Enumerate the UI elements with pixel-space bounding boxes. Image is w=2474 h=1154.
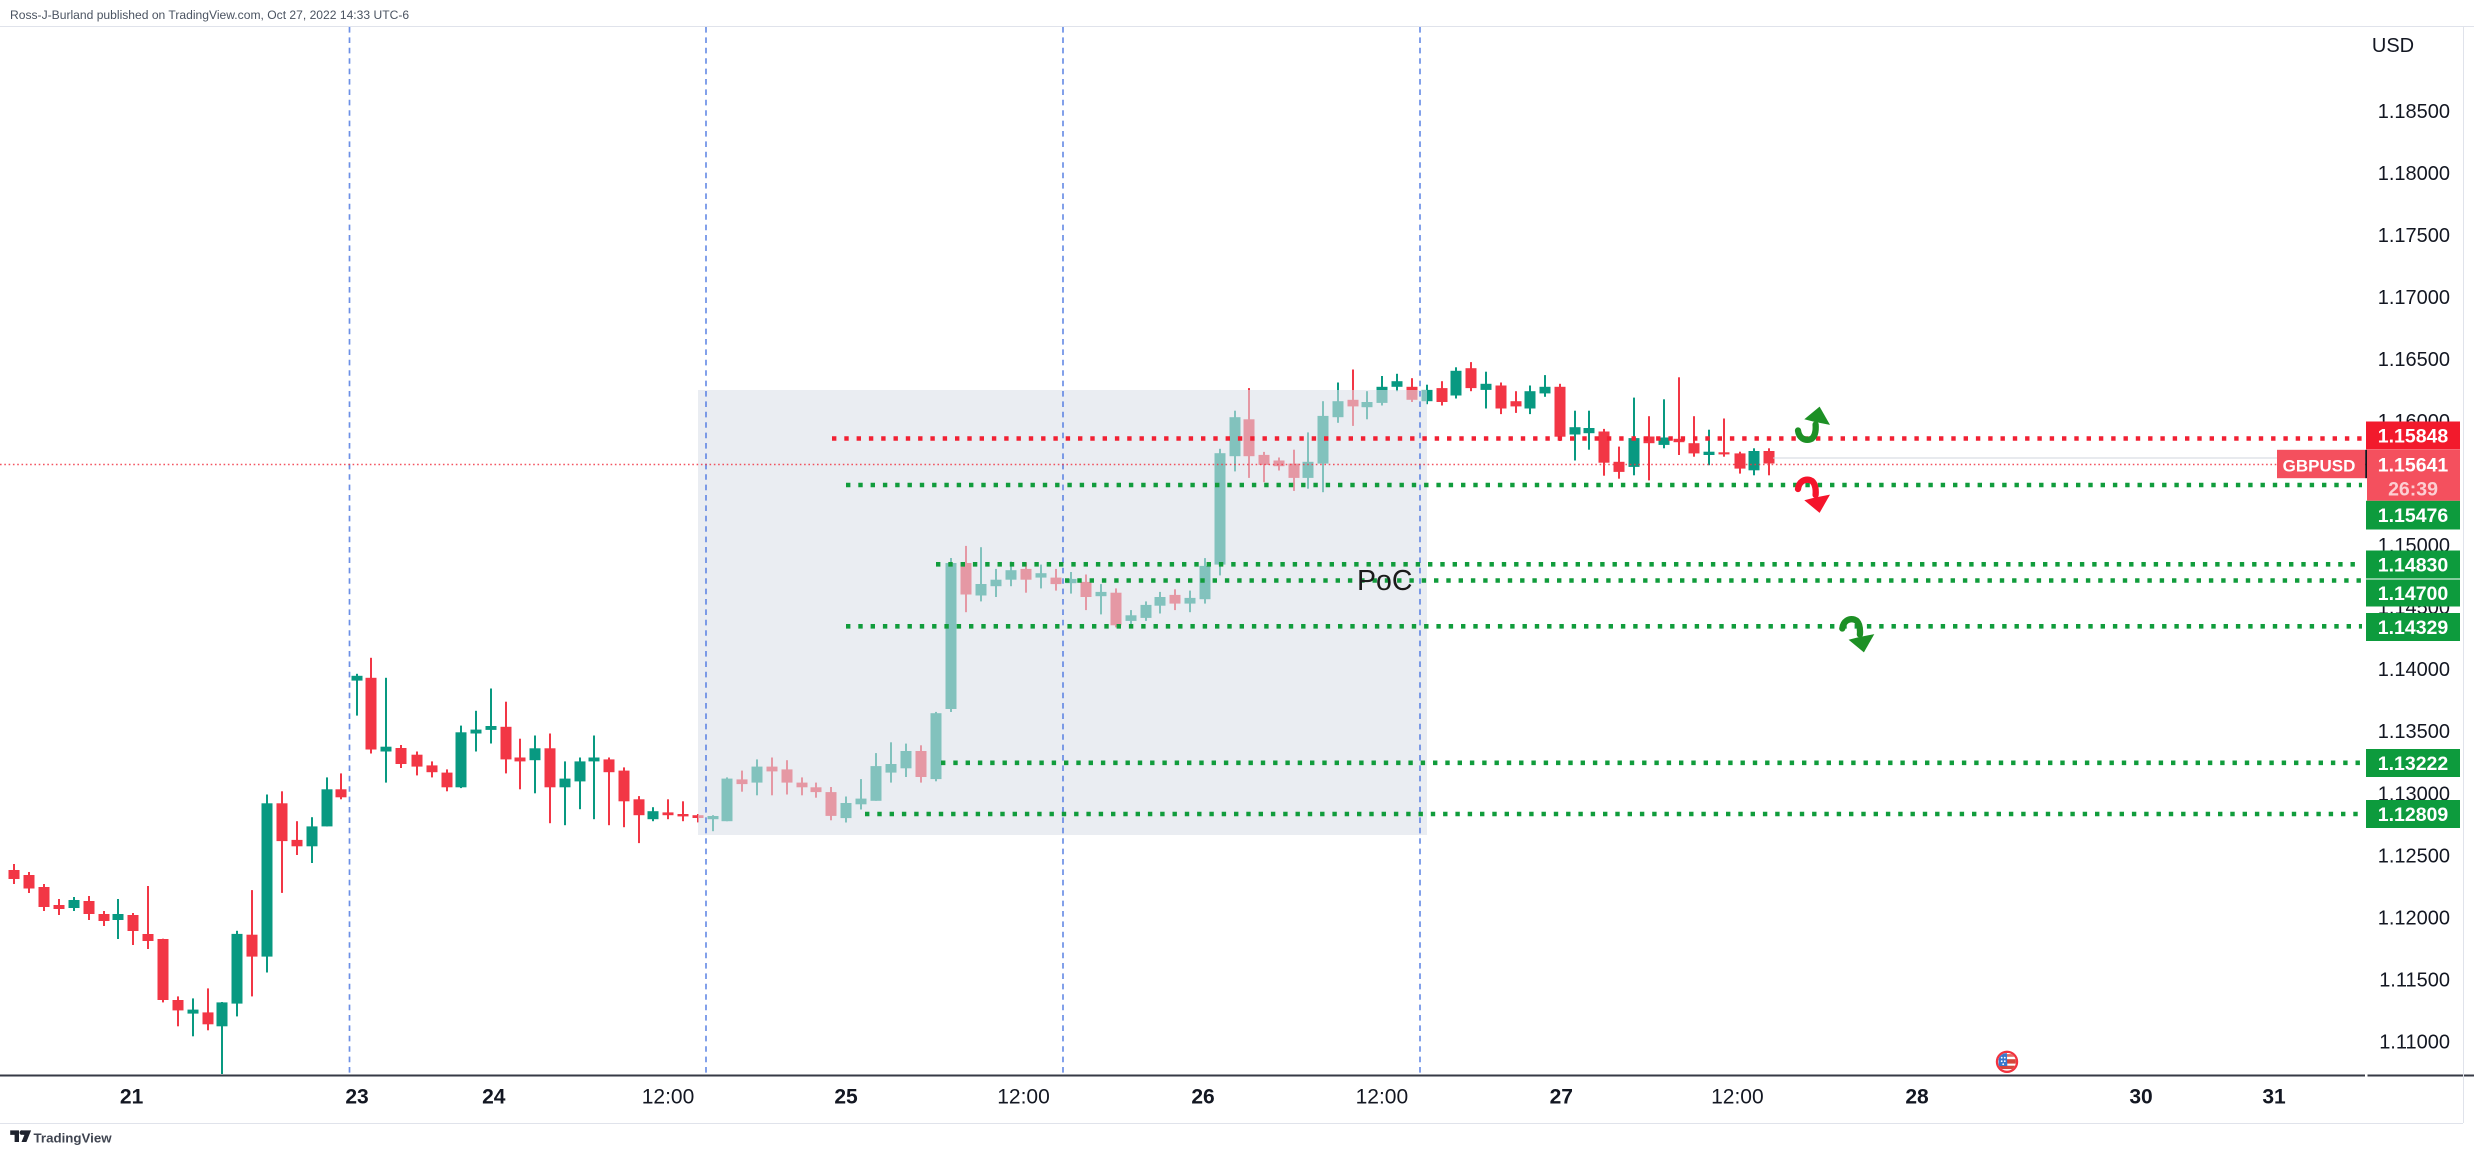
svg-text:USD: USD xyxy=(2372,35,2414,57)
svg-text:31: 31 xyxy=(2262,1086,2286,1109)
svg-text:26:39: 26:39 xyxy=(2388,479,2438,501)
svg-text:30: 30 xyxy=(2129,1086,2152,1109)
svg-text:1.16500: 1.16500 xyxy=(2378,349,2450,371)
svg-text:1.13000: 1.13000 xyxy=(2378,783,2450,805)
svg-text:1.13222: 1.13222 xyxy=(2378,753,2449,775)
svg-text:12:00: 12:00 xyxy=(642,1086,695,1109)
svg-text:1.12809: 1.12809 xyxy=(2378,804,2449,826)
svg-text:26: 26 xyxy=(1191,1086,1214,1109)
svg-text:1.11000: 1.11000 xyxy=(2379,1032,2450,1054)
svg-text:1.12000: 1.12000 xyxy=(2378,907,2450,929)
svg-text:1.18000: 1.18000 xyxy=(2378,163,2450,185)
svg-text:1.18500: 1.18500 xyxy=(2378,101,2450,123)
svg-text:1.14700: 1.14700 xyxy=(2378,583,2449,605)
svg-text:1.17000: 1.17000 xyxy=(2378,287,2450,309)
svg-text:12:00: 12:00 xyxy=(1711,1086,1764,1109)
svg-text:21: 21 xyxy=(120,1086,144,1109)
svg-text:TradingView: TradingView xyxy=(34,1131,113,1146)
svg-text:1.13500: 1.13500 xyxy=(2378,721,2450,743)
svg-text:GBPUSD: GBPUSD xyxy=(2283,457,2356,476)
svg-text:1.17500: 1.17500 xyxy=(2378,225,2450,247)
svg-text:1.15476: 1.15476 xyxy=(2378,505,2449,527)
svg-text:Ross-J-Burland published on Tr: Ross-J-Burland published on TradingView.… xyxy=(10,8,409,22)
svg-text:23: 23 xyxy=(345,1086,368,1109)
svg-text:1.14830: 1.14830 xyxy=(2378,555,2449,577)
svg-text:1.12500: 1.12500 xyxy=(2378,845,2450,867)
svg-text:24: 24 xyxy=(482,1086,506,1109)
svg-text:PoC: PoC xyxy=(1357,565,1412,597)
svg-text:1.14000: 1.14000 xyxy=(2378,659,2450,681)
svg-text:1.15641: 1.15641 xyxy=(2378,455,2449,477)
svg-text:28: 28 xyxy=(1905,1086,1929,1109)
svg-text:1.11500: 1.11500 xyxy=(2379,969,2450,991)
svg-text:12:00: 12:00 xyxy=(1356,1086,1409,1109)
svg-text:12:00: 12:00 xyxy=(997,1086,1050,1109)
svg-text:1.15848: 1.15848 xyxy=(2378,426,2449,448)
svg-text:1.14329: 1.14329 xyxy=(2378,617,2449,639)
svg-text:27: 27 xyxy=(1550,1086,1573,1109)
svg-text:25: 25 xyxy=(834,1086,858,1109)
